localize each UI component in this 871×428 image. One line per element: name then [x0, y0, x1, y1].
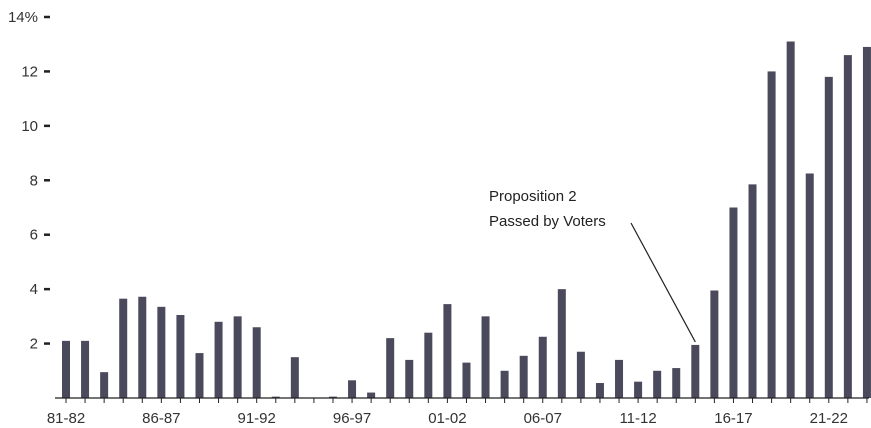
- bar-99-00: [405, 359, 414, 398]
- bar-88-89: [195, 353, 204, 398]
- annotation-leader-line: [630, 222, 696, 343]
- bar-17-18: [748, 184, 757, 398]
- x-tick-label: 01-02: [428, 410, 466, 427]
- y-tick-label: 2: [30, 336, 38, 353]
- bar-90-91: [233, 316, 242, 398]
- bar-19-20: [786, 41, 795, 398]
- bar-11-12: [634, 381, 643, 398]
- bar-23-24: [862, 46, 871, 398]
- x-tick-label: 16-17: [714, 410, 752, 427]
- annotation-line-1: Proposition 2: [489, 188, 577, 205]
- bar-20-21: [805, 173, 814, 398]
- bar-16-17: [729, 207, 738, 398]
- bar-00-01: [424, 332, 433, 398]
- bar-93-94: [290, 357, 299, 398]
- x-axis-ticks: 81-82 86-87 91-92 96-97 01-02 06-07 11-12 16-17…: [47, 398, 868, 427]
- bar-81-82: [62, 340, 70, 398]
- bar-21-22: [824, 76, 833, 398]
- bar-84-85: [119, 298, 128, 398]
- bar-15-16: [710, 290, 719, 398]
- bar-89-90: [214, 321, 223, 398]
- y-tick-label: 6: [30, 227, 38, 244]
- bar-86-87: [157, 306, 166, 398]
- bars-group: [62, 41, 871, 398]
- x-tick-label: 86-87: [142, 410, 180, 427]
- bar-08-09: [576, 351, 585, 398]
- x-tick-label: 91-92: [238, 410, 276, 427]
- annotation-line-2: Passed by Voters: [489, 213, 606, 230]
- y-tick-label: 4: [30, 281, 38, 298]
- y-tick-label: 14%: [8, 9, 38, 26]
- bar-04-05: [500, 370, 509, 398]
- bar-14-15: [691, 344, 700, 398]
- bar-96-97: [348, 380, 357, 398]
- bar-82-83: [81, 340, 90, 398]
- bar-18-19: [767, 71, 776, 398]
- bar-98-99: [386, 338, 395, 398]
- x-tick-label: 81-82: [47, 410, 85, 427]
- annotation: Proposition 2 Passed by Voters: [489, 188, 696, 343]
- bar-03-04: [481, 316, 490, 398]
- bar-97-98: [367, 392, 376, 398]
- bar-95-96: [328, 396, 337, 398]
- x-tick-label: 96-97: [333, 410, 371, 427]
- y-tick-label: 8: [30, 172, 38, 189]
- bar-05-06: [519, 355, 528, 398]
- y-tick-label: 10: [21, 118, 38, 135]
- bar-13-14: [672, 368, 681, 398]
- bar-91-92: [252, 327, 261, 398]
- x-tick-label: 11-12: [619, 410, 656, 427]
- bar-83-84: [100, 372, 109, 398]
- bar-10-11: [615, 359, 624, 398]
- y-tick-label: 12: [21, 63, 38, 80]
- bar-85-86: [138, 296, 147, 398]
- y-axis: 2 4 6 8 10 12 14%: [8, 9, 50, 353]
- x-tick-label: 21-22: [810, 410, 848, 427]
- x-tick-label: 06-07: [524, 410, 562, 427]
- bar-22-23: [843, 55, 852, 398]
- bar-02-03: [462, 362, 471, 398]
- bar-09-10: [595, 383, 604, 398]
- bar-06-07: [538, 336, 547, 398]
- bar-87-88: [176, 314, 185, 398]
- bar-92-93: [271, 396, 280, 398]
- bar-01-02: [443, 304, 452, 398]
- bar-12-13: [653, 370, 662, 398]
- bar-07-08: [557, 289, 566, 398]
